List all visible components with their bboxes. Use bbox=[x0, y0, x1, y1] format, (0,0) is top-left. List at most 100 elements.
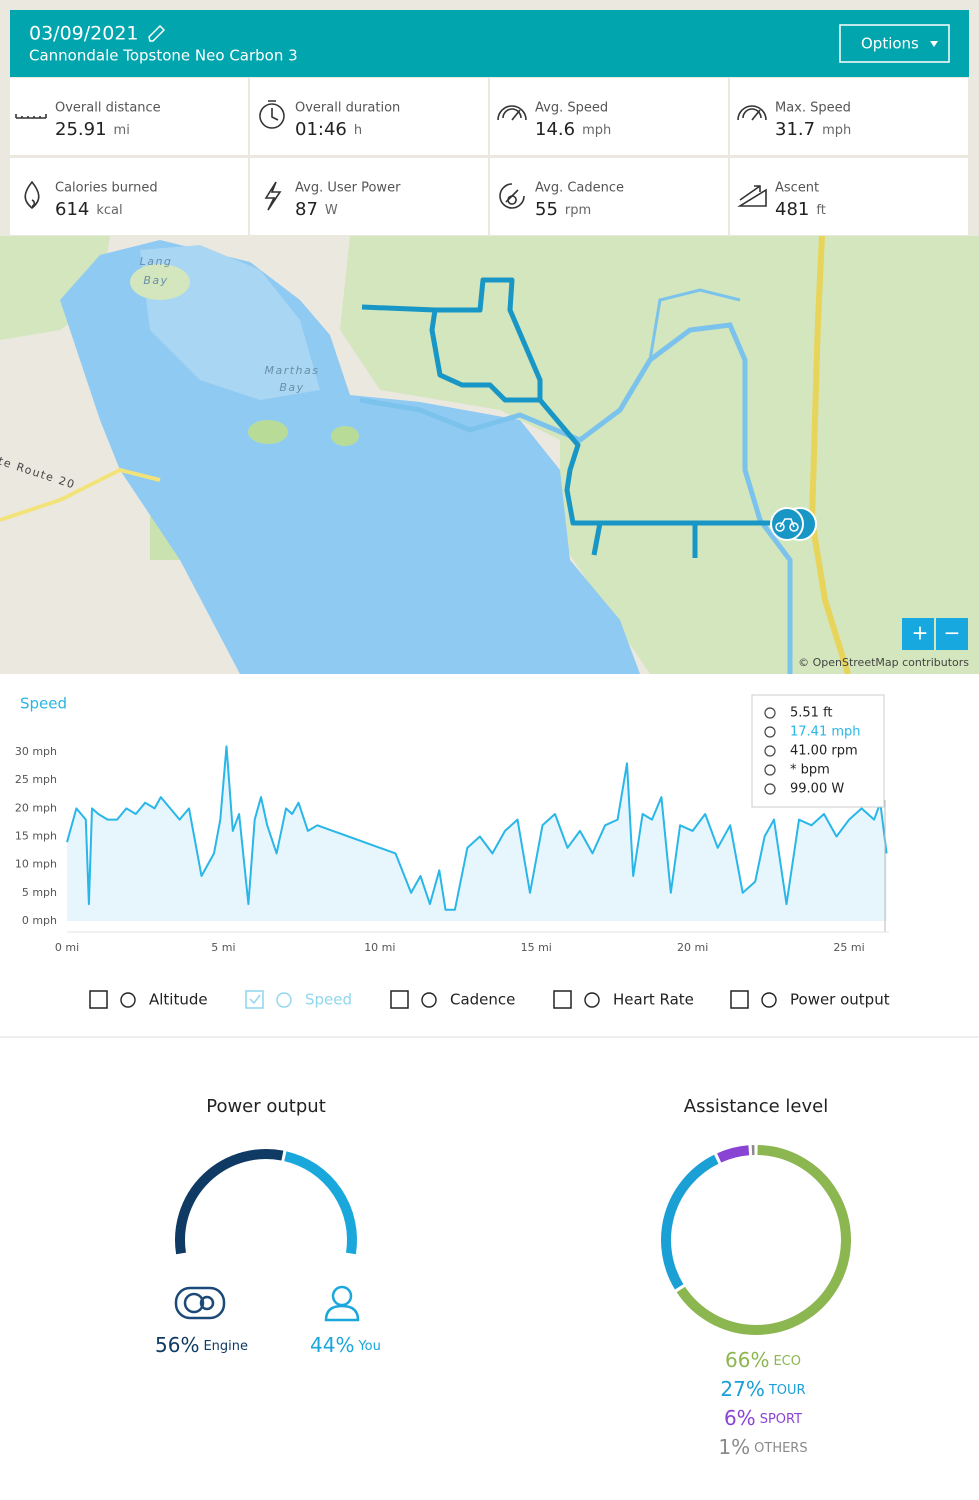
stat-number: 87 bbox=[295, 199, 318, 220]
zoom-out-button[interactable] bbox=[936, 618, 968, 650]
stat-icon bbox=[259, 100, 285, 129]
arc-segment bbox=[175, 1149, 284, 1255]
toggle-label[interactable]: Power output bbox=[790, 991, 890, 1009]
stat-value: 14.6 mph bbox=[535, 119, 611, 140]
stat-value: 614 kcal bbox=[55, 199, 123, 220]
legend-entry: 27% TOUR bbox=[720, 1377, 805, 1401]
speed-chart: 0 mph 5 mph 10 mph 15 mph 20 mph 25 mph 30 mph… bbox=[15, 694, 890, 1009]
toggle-label[interactable]: Altitude bbox=[149, 991, 208, 1009]
arc-segment bbox=[676, 1145, 851, 1335]
legend-value: 27% bbox=[720, 1377, 764, 1401]
stat-unit: h bbox=[354, 123, 362, 138]
engine-icon bbox=[174, 1286, 226, 1320]
stat-unit: W bbox=[325, 203, 338, 218]
route bbox=[591, 522, 603, 556]
stat-card bbox=[10, 78, 248, 155]
stat-card bbox=[730, 78, 968, 155]
legend-value: 6% bbox=[724, 1406, 756, 1430]
map-highway bbox=[808, 235, 851, 675]
options-label[interactable]: Options bbox=[861, 35, 919, 53]
stat-card bbox=[250, 78, 488, 155]
stat-label: Avg. Cadence bbox=[535, 181, 624, 196]
stat-label: Avg. User Power bbox=[295, 181, 401, 196]
stat-label: Avg. Speed bbox=[535, 101, 608, 116]
stat-number: 481 bbox=[775, 199, 809, 220]
legend-entry: 1% OTHERS bbox=[718, 1435, 807, 1459]
toggle-label[interactable]: Heart Rate bbox=[613, 991, 694, 1009]
legend-name: Engine bbox=[203, 1339, 248, 1354]
toggle-checkbox[interactable] bbox=[245, 990, 264, 1009]
power-chart: 56% Engine 44% You bbox=[155, 1149, 381, 1357]
arc-segment bbox=[717, 1145, 750, 1163]
stat-label: Max. Speed bbox=[775, 101, 851, 116]
toggle-checkbox[interactable] bbox=[553, 990, 572, 1009]
arc-segment bbox=[661, 1154, 719, 1290]
stat-value: 87 W bbox=[295, 199, 338, 220]
checkmark bbox=[249, 994, 261, 1005]
stat-number: 14.6 bbox=[535, 119, 575, 140]
toggle-checkbox[interactable] bbox=[89, 990, 108, 1009]
toggle-label[interactable]: Cadence bbox=[450, 991, 515, 1009]
zoom-in-button[interactable] bbox=[902, 618, 934, 650]
toggle-icon bbox=[120, 992, 136, 1008]
stat-value: 55 rpm bbox=[535, 199, 591, 220]
stat-number: 31.7 bbox=[775, 119, 815, 140]
x-tick-label: 15 mi bbox=[521, 941, 552, 954]
legend-name: You bbox=[357, 1339, 380, 1354]
arc-segment bbox=[284, 1151, 357, 1255]
map-green bbox=[0, 236, 110, 340]
stat-unit: rpm bbox=[565, 203, 591, 218]
tooltip-value: 5.51 ft bbox=[790, 706, 833, 721]
bike-marker[interactable] bbox=[770, 507, 804, 541]
legend-name: TOUR bbox=[768, 1383, 806, 1398]
stat-number: 01:46 bbox=[295, 119, 347, 140]
map-label: Lang bbox=[140, 255, 173, 268]
options-caret[interactable] bbox=[930, 41, 938, 47]
map-label: Bay bbox=[143, 274, 168, 287]
toggle-icon bbox=[584, 992, 600, 1008]
chart-title: Assistance level bbox=[684, 1096, 828, 1117]
route bbox=[435, 277, 543, 400]
stat-label: Overall duration bbox=[295, 101, 400, 116]
options-button[interactable] bbox=[839, 24, 950, 63]
map-island bbox=[130, 264, 190, 300]
stat-number: 25.91 bbox=[55, 119, 107, 140]
legend-value: 66% bbox=[725, 1348, 769, 1372]
toggle-label[interactable]: Speed bbox=[305, 991, 352, 1009]
stat-unit: kcal bbox=[96, 203, 122, 218]
zoom-out-label[interactable]: − bbox=[944, 621, 961, 645]
legend-value: 1% bbox=[718, 1435, 750, 1459]
stat-unit: mph bbox=[582, 123, 611, 138]
map-attribution: © OpenStreetMap contributors bbox=[798, 656, 969, 669]
x-tick-label: 20 mi bbox=[677, 941, 708, 954]
x-tick-label: 0 mi bbox=[55, 941, 79, 954]
toggle-icon bbox=[276, 992, 292, 1008]
legend-entry: 44% You bbox=[310, 1333, 381, 1357]
stat-label: Overall distance bbox=[55, 101, 161, 116]
stat-unit: mi bbox=[114, 123, 130, 138]
y-tick-label: 5 mph bbox=[22, 886, 57, 899]
tooltip-value: 41.00 rpm bbox=[790, 744, 858, 759]
route bbox=[361, 304, 800, 526]
stat-number: 55 bbox=[535, 199, 558, 220]
stat-icon bbox=[737, 185, 767, 207]
chart-title: Power output bbox=[206, 1096, 326, 1117]
y-tick-label: 15 mph bbox=[15, 830, 57, 843]
toggle-checkbox[interactable] bbox=[730, 990, 749, 1009]
zoom-in-label[interactable]: + bbox=[912, 621, 929, 645]
legend-name: OTHERS bbox=[754, 1441, 807, 1456]
toggle-checkbox[interactable] bbox=[390, 990, 409, 1009]
edit-icon[interactable] bbox=[148, 24, 166, 42]
stat-label: Ascent bbox=[775, 181, 819, 196]
map-island bbox=[331, 426, 359, 446]
stat-icon bbox=[15, 114, 47, 119]
stat-card bbox=[10, 158, 248, 235]
map-river bbox=[648, 288, 741, 361]
stat-unit: mph bbox=[822, 123, 851, 138]
legend-entry: 6% SPORT bbox=[724, 1406, 802, 1430]
map-label: Marthas bbox=[264, 364, 319, 377]
chart-title: Speed bbox=[20, 695, 67, 713]
stat-card bbox=[490, 158, 728, 235]
